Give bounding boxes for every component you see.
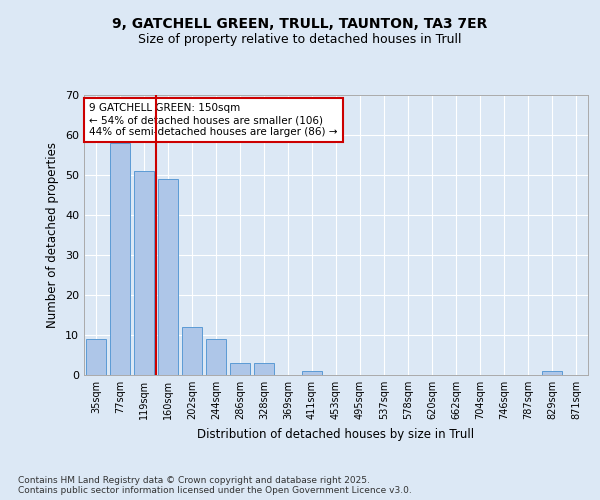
Bar bbox=[302, 371, 322, 375]
Text: 9 GATCHELL GREEN: 150sqm
← 54% of detached houses are smaller (106)
44% of semi-: 9 GATCHELL GREEN: 150sqm ← 54% of detach… bbox=[89, 104, 338, 136]
X-axis label: Distribution of detached houses by size in Trull: Distribution of detached houses by size … bbox=[197, 428, 475, 440]
Y-axis label: Number of detached properties: Number of detached properties bbox=[46, 142, 59, 328]
Text: Size of property relative to detached houses in Trull: Size of property relative to detached ho… bbox=[138, 32, 462, 46]
Text: Contains HM Land Registry data © Crown copyright and database right 2025.
Contai: Contains HM Land Registry data © Crown c… bbox=[18, 476, 412, 495]
Bar bbox=[182, 327, 202, 375]
Text: 9, GATCHELL GREEN, TRULL, TAUNTON, TA3 7ER: 9, GATCHELL GREEN, TRULL, TAUNTON, TA3 7… bbox=[112, 18, 488, 32]
Bar bbox=[86, 339, 106, 375]
Bar bbox=[158, 179, 178, 375]
Bar bbox=[542, 371, 562, 375]
Bar bbox=[230, 363, 250, 375]
Bar bbox=[206, 339, 226, 375]
Bar bbox=[134, 171, 154, 375]
Bar bbox=[254, 363, 274, 375]
Bar bbox=[110, 143, 130, 375]
